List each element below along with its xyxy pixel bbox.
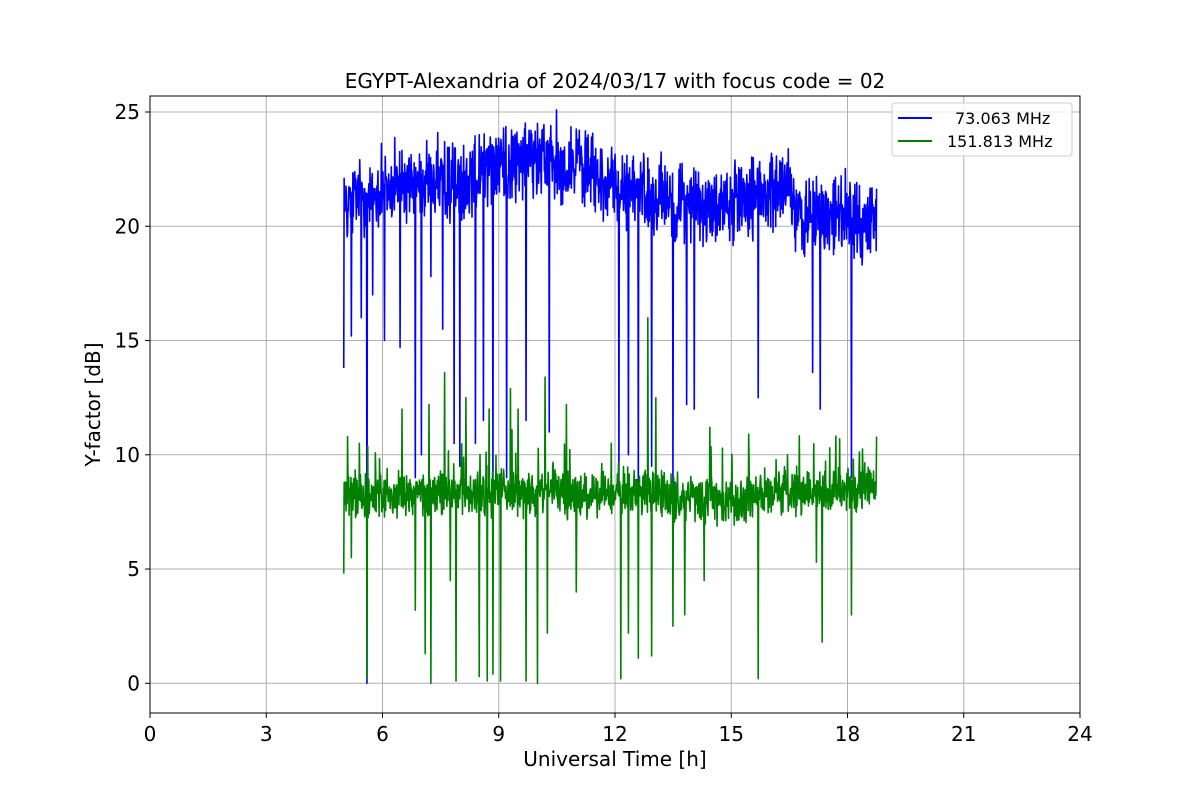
y-ticks: 0 5 10 15 20 25 [115,100,150,695]
x-tick-label: 3 [260,722,273,746]
x-tick-label: 12 [602,722,627,746]
x-ticks: 0 3 6 9 12 15 18 21 24 [144,713,1093,746]
x-tick-label: 24 [1067,722,1092,746]
y-tick-label: 5 [127,557,140,581]
y-tick-label: 25 [115,100,140,124]
y-tick-label: 20 [115,214,140,238]
x-tick-label: 18 [835,722,860,746]
legend-label-73mhz: 73.063 MHz [955,109,1050,128]
y-tick-label: 10 [115,443,140,467]
x-tick-label: 9 [492,722,505,746]
legend-label-151mhz: 151.813 MHz [947,132,1052,151]
legend: 73.063 MHz 151.813 MHz [891,102,1073,157]
x-tick-label: 21 [951,722,976,746]
legend-box [891,102,1073,157]
y-axis-title: Y-factor [dB] [81,342,105,467]
x-axis-title: Universal Time [h] [523,747,706,771]
x-tick-label: 6 [376,722,389,746]
x-tick-label: 0 [144,722,157,746]
series-line-1 [342,316,878,685]
y-tick-label: 15 [115,329,140,353]
series-layer [342,109,878,685]
series-line-0 [342,109,878,685]
chart-title: EGYPT-Alexandria of 2024/03/17 with focu… [345,69,886,93]
x-tick-label: 15 [719,722,744,746]
y-tick-label: 0 [127,671,140,695]
